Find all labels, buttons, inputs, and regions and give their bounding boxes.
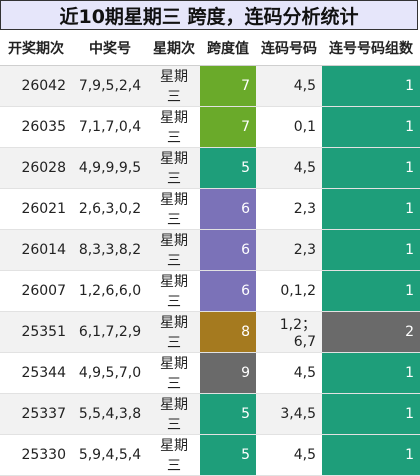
weekday-cell: 星期三 [148,65,200,107]
issue-cell: 26021 [0,188,72,230]
table-row: 25337 5,5,4,3,8 星期三 5 3,4,5 1 [0,393,420,435]
weekday-cell: 星期三 [148,311,200,353]
consecutive-cell: 0,1 [256,106,322,148]
issue-cell: 26028 [0,147,72,189]
numbers-cell: 8,3,3,8,2 [72,229,148,271]
header-span: 跨度值 [200,31,256,66]
weekday-cell: 星期三 [148,147,200,189]
issue-cell: 25351 [0,311,72,353]
stats-table: 开奖期次 中奖号 星期次 跨度值 连码号码 连号号码组数 26042 7,9,5,… [0,31,420,476]
groups-cell: 2 [322,311,420,353]
span-cell: 8 [200,311,256,353]
span-cell: 7 [200,106,256,148]
issue-cell: 25330 [0,434,72,476]
page-title: 近10期星期三 跨度，连码分析统计 [0,0,418,30]
numbers-cell: 6,1,7,2,9 [72,311,148,353]
table-row: 25351 6,1,7,2,9 星期三 8 1,2；6,7 2 [0,311,420,353]
consecutive-cell: 4,5 [256,434,322,476]
groups-cell: 1 [322,393,420,435]
table-row: 26007 1,2,6,6,0 星期三 6 0,1,2 1 [0,270,420,312]
numbers-cell: 1,2,6,6,0 [72,270,148,312]
consecutive-cell: 4,5 [256,352,322,394]
issue-cell: 26007 [0,270,72,312]
weekday-cell: 星期三 [148,434,200,476]
consecutive-cell: 2,3 [256,188,322,230]
span-cell: 7 [200,65,256,107]
weekday-cell: 星期三 [148,393,200,435]
span-cell: 6 [200,188,256,230]
numbers-cell: 5,9,4,5,4 [72,434,148,476]
span-cell: 6 [200,229,256,271]
groups-cell: 1 [322,229,420,271]
consecutive-cell: 4,5 [256,65,322,107]
weekday-cell: 星期三 [148,270,200,312]
weekday-cell: 星期三 [148,188,200,230]
consecutive-cell: 0,1,2 [256,270,322,312]
table-row: 26042 7,9,5,2,4 星期三 7 4,5 1 [0,65,420,107]
numbers-cell: 5,5,4,3,8 [72,393,148,435]
table-row: 25330 5,9,4,5,4 星期三 5 4,5 1 [0,434,420,476]
numbers-cell: 2,6,3,0,2 [72,188,148,230]
consecutive-cell: 1,2；6,7 [256,311,322,353]
header-groups: 连号号码组数 [322,31,420,66]
weekday-cell: 星期三 [148,229,200,271]
groups-cell: 1 [322,352,420,394]
consecutive-cell: 2,3 [256,229,322,271]
table-row: 26035 7,1,7,0,4 星期三 7 0,1 1 [0,106,420,148]
header-consecutive: 连码号码 [256,31,322,66]
consecutive-cell: 3,4,5 [256,393,322,435]
header-issue: 开奖期次 [0,31,72,66]
groups-cell: 1 [322,188,420,230]
issue-cell: 25337 [0,393,72,435]
table-row: 26021 2,6,3,0,2 星期三 6 2,3 1 [0,188,420,230]
groups-cell: 1 [322,106,420,148]
table-row: 26014 8,3,3,8,2 星期三 6 2,3 1 [0,229,420,271]
numbers-cell: 4,9,5,7,0 [72,352,148,394]
span-cell: 9 [200,352,256,394]
table-row: 26028 4,9,9,9,5 星期三 5 4,5 1 [0,147,420,189]
issue-cell: 26042 [0,65,72,107]
groups-cell: 1 [322,65,420,107]
issue-cell: 25344 [0,352,72,394]
numbers-cell: 7,9,5,2,4 [72,65,148,107]
span-cell: 5 [200,434,256,476]
span-cell: 6 [200,270,256,312]
numbers-cell: 4,9,9,9,5 [72,147,148,189]
header-weekday: 星期次 [148,31,200,66]
numbers-cell: 7,1,7,0,4 [72,106,148,148]
header-numbers: 中奖号 [72,31,148,66]
groups-cell: 1 [322,270,420,312]
consecutive-cell: 4,5 [256,147,322,189]
issue-cell: 26035 [0,106,72,148]
weekday-cell: 星期三 [148,352,200,394]
table-row: 25344 4,9,5,7,0 星期三 9 4,5 1 [0,352,420,394]
issue-cell: 26014 [0,229,72,271]
span-cell: 5 [200,147,256,189]
span-cell: 5 [200,393,256,435]
groups-cell: 1 [322,434,420,476]
groups-cell: 1 [322,147,420,189]
table-header-row: 开奖期次 中奖号 星期次 跨度值 连码号码 连号号码组数 [0,31,420,66]
weekday-cell: 星期三 [148,106,200,148]
